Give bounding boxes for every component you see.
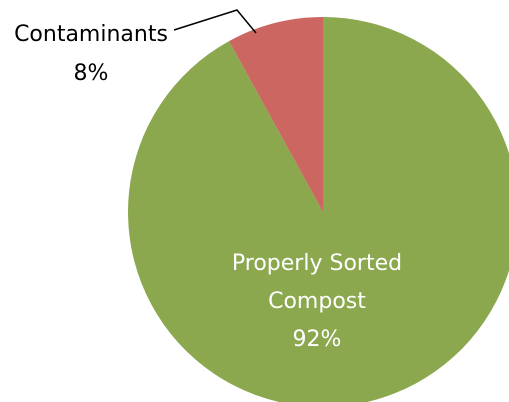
contaminants-percent-label: 8% (74, 61, 109, 86)
properly-sorted-label-line-1: Properly Sorted (232, 251, 402, 276)
pie-slice-properly-sorted-compost (128, 17, 509, 402)
pie-slice-contaminants (229, 17, 323, 212)
contaminants-label: Contaminants (14, 22, 168, 47)
properly-sorted-label-line-2: Compost (268, 289, 366, 314)
pie-slices (128, 17, 509, 402)
properly-sorted-percent-label: 92% (293, 327, 342, 352)
contaminants-leader-line (173, 9, 257, 34)
